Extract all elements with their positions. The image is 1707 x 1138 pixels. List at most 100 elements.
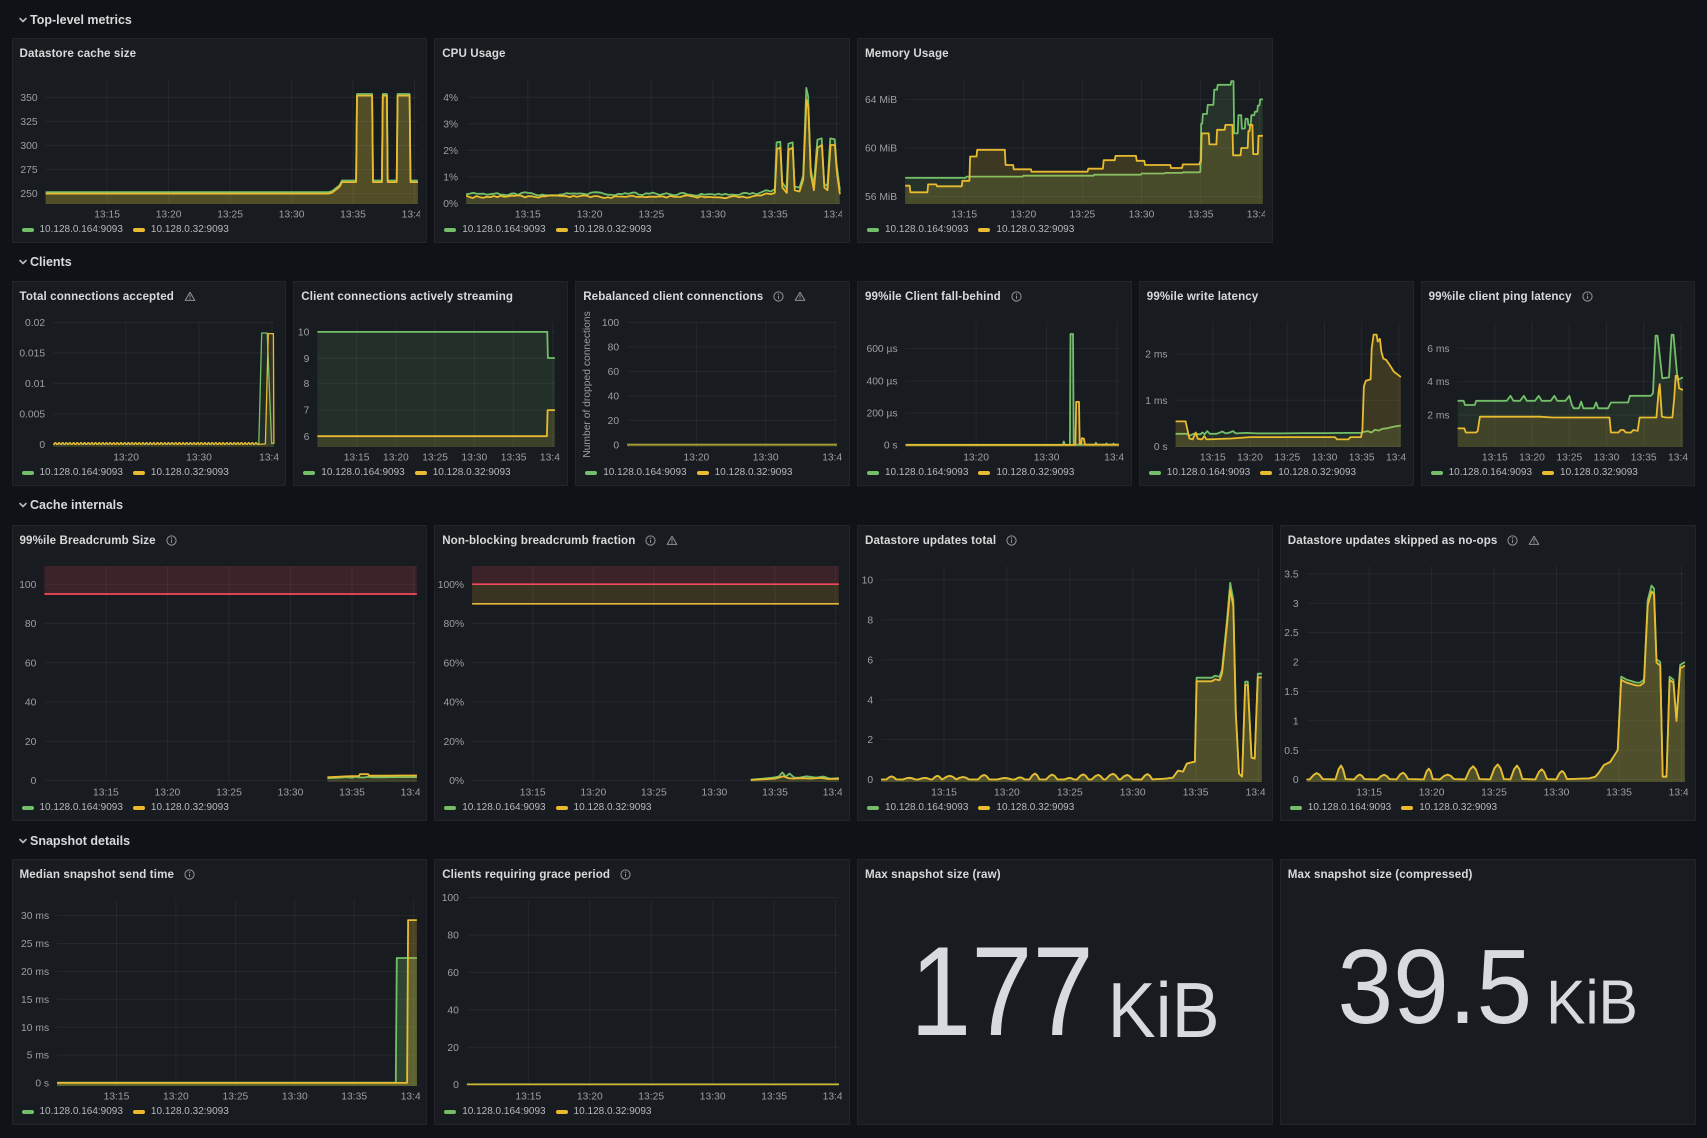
svg-text:40%: 40% — [444, 698, 465, 709]
svg-text:13:15: 13:15 — [93, 788, 119, 799]
svg-text:0: 0 — [453, 1080, 459, 1091]
svg-text:13:20: 13:20 — [684, 453, 710, 464]
svg-text:13:20: 13:20 — [1237, 453, 1263, 464]
svg-text:13:15: 13:15 — [103, 1092, 129, 1103]
svg-text:2%: 2% — [443, 146, 458, 157]
svg-text:13:30: 13:30 — [186, 453, 212, 464]
svg-text:13:15: 13:15 — [516, 1092, 542, 1103]
svg-text:8: 8 — [867, 615, 873, 626]
svg-text:13:40: 13:40 — [1668, 453, 1694, 464]
svg-text:13:25: 13:25 — [423, 453, 449, 464]
svg-text:13:25: 13:25 — [217, 210, 243, 221]
svg-text:13:20: 13:20 — [963, 453, 989, 464]
svg-text:6: 6 — [867, 655, 873, 666]
svg-text:13:15: 13:15 — [520, 788, 546, 799]
svg-text:13:30: 13:30 — [753, 453, 779, 464]
svg-text:13:20: 13:20 — [383, 453, 409, 464]
svg-text:80%: 80% — [444, 619, 465, 630]
svg-text:3.5: 3.5 — [1284, 569, 1299, 580]
svg-text:2 ms: 2 ms — [1427, 411, 1449, 422]
svg-text:275: 275 — [20, 165, 37, 176]
svg-text:10: 10 — [298, 328, 310, 339]
svg-text:13:35: 13:35 — [762, 788, 788, 799]
svg-text:0 s: 0 s — [35, 1079, 49, 1090]
svg-text:64 MiB: 64 MiB — [865, 95, 897, 106]
svg-text:1 ms: 1 ms — [1145, 396, 1167, 407]
svg-text:400 µs: 400 µs — [866, 377, 897, 388]
svg-text:13:35: 13:35 — [339, 788, 365, 799]
svg-text:13:25: 13:25 — [639, 210, 665, 221]
svg-text:13:35: 13:35 — [1188, 210, 1214, 221]
svg-text:56 MiB: 56 MiB — [865, 192, 897, 203]
svg-text:10: 10 — [862, 575, 874, 586]
svg-text:7: 7 — [304, 406, 310, 417]
svg-text:13:15: 13:15 — [931, 788, 957, 799]
svg-text:13:30: 13:30 — [1129, 210, 1155, 221]
svg-text:600 µs: 600 µs — [866, 344, 897, 355]
svg-text:20: 20 — [448, 1043, 460, 1054]
svg-text:80: 80 — [448, 931, 460, 942]
svg-text:60: 60 — [608, 367, 620, 378]
svg-text:13:25: 13:25 — [1556, 453, 1582, 464]
svg-text:40: 40 — [24, 698, 36, 709]
svg-text:13:30: 13:30 — [1120, 788, 1146, 799]
svg-text:0: 0 — [1293, 775, 1299, 786]
svg-text:2: 2 — [867, 735, 873, 746]
svg-text:0 s: 0 s — [884, 441, 898, 452]
svg-text:0: 0 — [614, 441, 620, 452]
svg-text:8: 8 — [304, 379, 310, 390]
svg-text:13:40: 13:40 — [822, 453, 848, 464]
svg-text:13:35: 13:35 — [1183, 788, 1209, 799]
svg-text:100: 100 — [19, 580, 36, 591]
svg-text:Number of dropped connections: Number of dropped connections — [582, 311, 593, 458]
svg-text:13:20: 13:20 — [994, 788, 1020, 799]
svg-text:100: 100 — [602, 318, 619, 329]
svg-text:13:30: 13:30 — [1311, 453, 1337, 464]
svg-text:20: 20 — [608, 416, 620, 427]
svg-text:1%: 1% — [443, 173, 458, 184]
svg-text:13:15: 13:15 — [1200, 453, 1226, 464]
svg-text:40: 40 — [608, 392, 620, 403]
svg-text:100%: 100% — [438, 580, 464, 591]
svg-text:13:40: 13:40 — [400, 1092, 426, 1103]
svg-text:250: 250 — [20, 189, 37, 200]
svg-text:13:20: 13:20 — [1519, 453, 1545, 464]
svg-text:6 ms: 6 ms — [1427, 344, 1449, 355]
svg-text:0.5: 0.5 — [1284, 746, 1299, 757]
svg-text:13:15: 13:15 — [344, 453, 370, 464]
svg-text:9: 9 — [304, 354, 310, 365]
svg-text:4%: 4% — [443, 93, 458, 104]
svg-text:0: 0 — [30, 776, 36, 787]
svg-text:13:20: 13:20 — [155, 210, 181, 221]
svg-text:13:30: 13:30 — [1593, 453, 1619, 464]
svg-text:30 ms: 30 ms — [21, 911, 49, 922]
svg-text:13:40: 13:40 — [259, 453, 285, 464]
svg-text:13:30: 13:30 — [1543, 788, 1569, 799]
svg-text:13:40: 13:40 — [400, 788, 426, 799]
svg-text:3%: 3% — [443, 119, 458, 130]
svg-text:2: 2 — [1293, 658, 1299, 669]
svg-text:13:20: 13:20 — [113, 453, 139, 464]
svg-text:13:15: 13:15 — [1356, 788, 1382, 799]
svg-text:13:35: 13:35 — [1606, 788, 1632, 799]
svg-text:20%: 20% — [444, 737, 465, 748]
svg-text:40: 40 — [448, 1005, 460, 1016]
svg-text:13:40: 13:40 — [1386, 453, 1412, 464]
svg-text:13:25: 13:25 — [222, 1092, 248, 1103]
svg-text:350: 350 — [20, 93, 37, 104]
svg-text:13:30: 13:30 — [277, 788, 303, 799]
svg-text:4: 4 — [867, 695, 873, 706]
svg-text:13:25: 13:25 — [1481, 788, 1507, 799]
svg-text:13:40: 13:40 — [1104, 453, 1130, 464]
svg-text:20 ms: 20 ms — [21, 967, 49, 978]
svg-text:13:30: 13:30 — [700, 1092, 726, 1103]
svg-text:13:25: 13:25 — [1057, 788, 1083, 799]
svg-text:13:35: 13:35 — [762, 210, 788, 221]
svg-text:13:40: 13:40 — [1247, 210, 1273, 221]
svg-text:60%: 60% — [444, 658, 465, 669]
svg-text:0: 0 — [39, 440, 45, 451]
svg-text:13:20: 13:20 — [1010, 210, 1036, 221]
svg-text:1: 1 — [1293, 716, 1299, 727]
svg-text:300: 300 — [20, 141, 37, 152]
svg-text:13:25: 13:25 — [1070, 210, 1096, 221]
